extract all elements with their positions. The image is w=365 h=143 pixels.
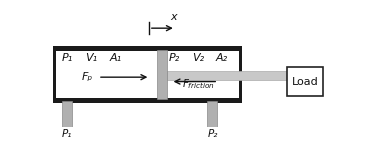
Bar [288,67,323,96]
Text: P₂: P₂ [207,129,218,139]
Bar [167,71,295,80]
Bar [207,101,217,127]
Text: Fₚ: Fₚ [82,72,93,82]
Text: A₁: A₁ [110,53,122,63]
Bar [157,50,167,99]
Text: V₁: V₁ [85,53,97,63]
Bar [55,51,239,98]
Text: A₂: A₂ [215,53,228,63]
Text: $F_{friction}$: $F_{friction}$ [182,77,215,91]
Bar [53,46,242,103]
Text: V₂: V₂ [192,53,204,63]
Text: x: x [170,12,177,22]
Text: P₁: P₁ [62,129,72,139]
Text: P₂: P₂ [169,53,180,63]
Text: Load: Load [292,77,319,87]
Text: P₁: P₁ [62,53,73,63]
Bar [62,101,72,127]
